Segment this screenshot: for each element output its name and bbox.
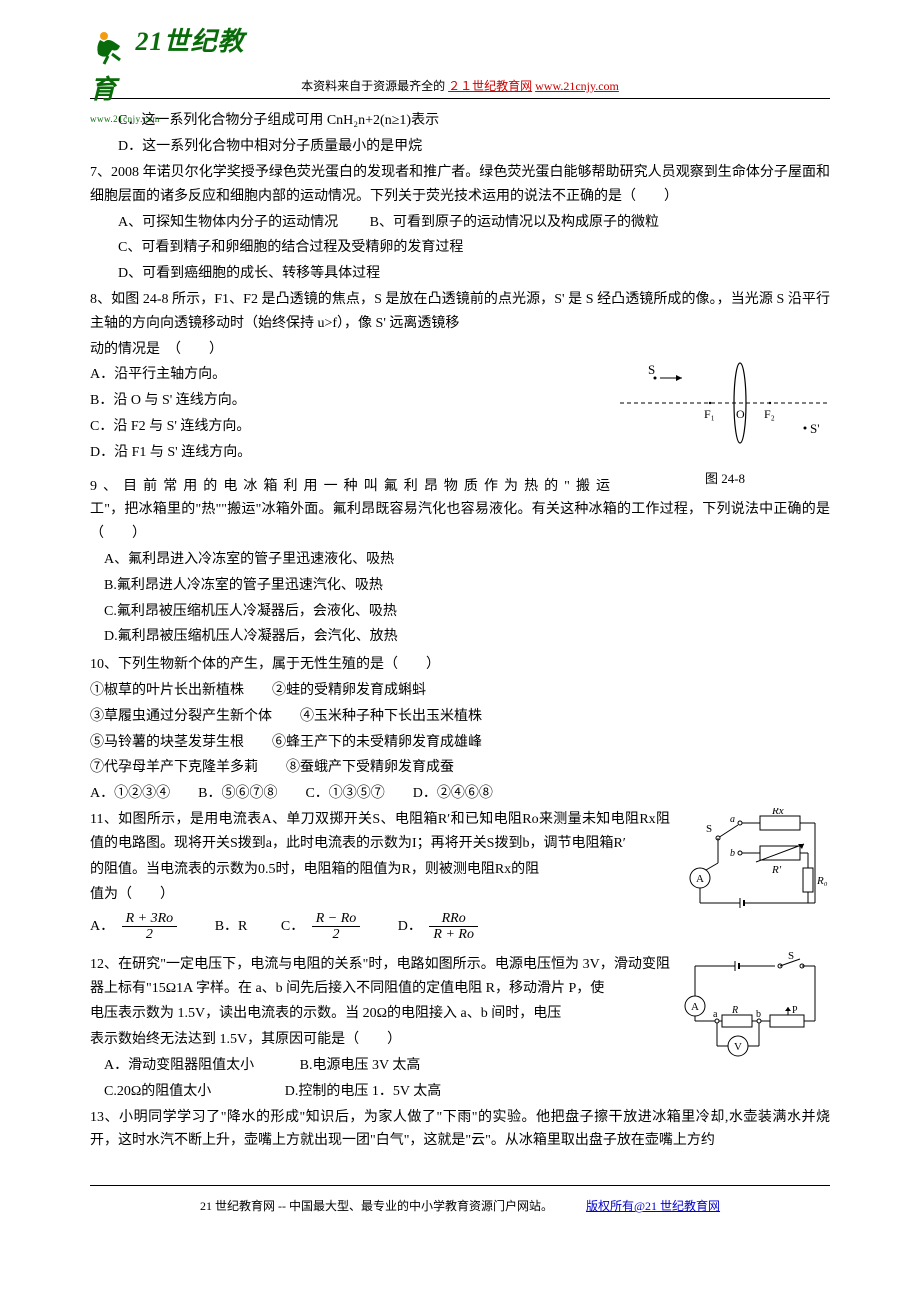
q10-line2: ③草履虫通过分裂产生新个体 ④玉米种子种下长出玉米植株 [90,705,830,729]
footer-separator [90,1185,830,1186]
c2-p: P [792,1005,798,1016]
circuit-rx-diagram: Rx R' R₀ a b [680,808,830,918]
footer-text: 21 世纪教育网 -- 中国最大型、最专业的中小学教育资源门户网站。 [200,1199,553,1213]
q11-c-num: R − Ro [312,911,361,927]
c2-a: a [713,1009,718,1020]
c1-ammeter: A [696,873,704,885]
q10-line1: ①椒草的叶片长出新植株 ②蛙的受精卵发育成蝌蚪 [90,679,830,703]
q11-d-den: R + Ro [429,927,478,942]
logo-sub-text: www.21cnjy.com [90,112,270,127]
source-site-name: ２１世纪教育网 [448,79,532,93]
q9-stem: 9、目前常用的电冰箱利用一种叫氟利昂物质作为热的"搬运 工"，把冰箱里的"热""… [90,475,830,546]
c2-switch: S [788,951,794,962]
q8-figure: S F₁ O F₂ S' 图 24-8 [620,338,830,491]
c2-ammeter: A [691,1001,699,1013]
source-prefix: 本资料来自于资源最齐全的 [301,79,445,93]
q10-line4: ⑦代孕母羊产下克隆羊多莉 ⑧蚕蛾产下受精卵发育成蚕 [90,756,830,780]
q10-stem: 10、下列生物新个体的产生，属于无性生殖的是（ ） [90,653,830,677]
q9-option-c: C.氟利昂被压缩机压人冷凝器后，会液化、吸热 [90,600,830,624]
q11-a-label: A． [90,919,114,934]
q12-option-d: D.控制的电压 1．5V 太高 [285,1084,441,1099]
c2-b: b [756,1009,761,1020]
q11-option-c: C． R − Ro2 [281,911,364,943]
q9-option-d: D.氟利昂被压缩机压人冷凝器后，会汽化、放热 [90,625,830,649]
q11-c-den: 2 [312,927,361,942]
q7-option-a: A、可探知生物体内分子的运动情况 [118,215,338,230]
header-logo-row: 21世纪教育 www.21cnjy.com [90,20,830,70]
page-footer: 21 世纪教育网 -- 中国最大型、最专业的中小学教育资源门户网站。 版权所有@… [90,1185,830,1216]
lens-label-s: S [648,362,655,377]
q11-c-label: C． [281,919,304,934]
c1-switch: S [706,823,712,835]
q11-d-num: RRo [429,911,478,927]
circuit-voltage-diagram: S A a R b P [680,951,830,1071]
lens-label-sprime: S' [810,421,820,436]
lens-diagram: S F₁ O F₂ S' [620,338,830,458]
q7-stem: 7、2008 年诺贝尔化学奖授予绿色荧光蛋白的发现者和推广者。绿色荧光蛋白能够帮… [90,161,830,209]
source-site-url: www.21cnjy.com [535,79,619,93]
q12-option-a: A．滑动变阻器阻值太小 [104,1058,254,1073]
q8-stem: 8、如图 24-8 所示，F1、F2 是凸透镜的焦点，S 是放在凸透镜前的点光源… [90,288,830,336]
q13-stem: 13、小明同学学习了"降水的形成"知识后，为家人做了"下雨"的实验。他把盘子擦干… [90,1106,830,1154]
c1-a-pole: a [730,814,735,825]
q11-a-num: R + 3Ro [122,911,178,927]
q7-option-c: C、可看到精子和卵细胞的结合过程及受精卵的发育过程 [90,236,830,260]
q7-row-ab: A、可探知生物体内分子的运动情况 B、可看到原子的运动情况以及构成原子的微粒 [90,211,830,235]
document-body: C．这一系列化合物分子组成可用 CnH₂n+2(n≥1)表示 D．这一系列化合物… [90,109,830,1155]
q7-option-b: B、可看到原子的运动情况以及构成原子的微粒 [370,215,659,230]
footer-rights: 版权所有@21 世纪教育网 [586,1199,720,1213]
c1-rp: R' [771,864,782,876]
q11-figure: Rx R' R₀ a b [680,808,830,927]
prev-option-d: D．这一系列化合物中相对分子质量最小的是甲烷 [90,135,830,159]
q11-a-den: 2 [122,927,178,942]
q11-option-b: B．R [215,915,248,939]
q10-line3: ⑤马铃薯的块茎发芽生根 ⑥蜂王产下的未受精卵发育成雄峰 [90,731,830,755]
c1-rx: Rx [771,808,784,817]
q12-option-c: C.20Ω的阻值太小 [104,1084,211,1099]
q11-option-a: A． R + 3Ro2 [90,911,181,943]
lens-label-f2: F₂ [764,407,775,421]
c2-r: R [731,1005,738,1016]
q9-option-a: A、氟利昂进入冷冻室的管子里迅速液化、吸热 [90,548,830,572]
c1-ro: R₀ [816,875,828,887]
c1-b-pole: b [730,848,735,859]
site-logo: 21世纪教育 www.21cnjy.com [90,20,270,70]
c2-voltmeter: V [734,1041,742,1053]
footer-line: 21 世纪教育网 -- 中国最大型、最专业的中小学教育资源门户网站。 版权所有@… [90,1196,830,1216]
lens-label-o: O [736,407,745,421]
q10-options: A．①②③④ B．⑤⑥⑦⑧ C．①③⑤⑦ D．②④⑥⑧ [90,782,830,806]
q7-option-d: D、可看到癌细胞的成长、转移等具体过程 [90,262,830,286]
q11-option-d: D． RRoR + Ro [398,911,482,943]
q12-row-cd: C.20Ω的阻值太小 D.控制的电压 1．5V 太高 [90,1080,830,1104]
logo-runner-icon [90,26,132,68]
lens-label-f1: F₁ [704,407,715,421]
q12-option-b: B.电源电压 3V 太高 [300,1058,421,1073]
q11-d-label: D． [398,919,422,934]
q12-figure: S A a R b P [680,951,830,1080]
q9-option-b: B.氟利昂进人冷冻室的管子里迅速汽化、吸热 [90,574,830,598]
